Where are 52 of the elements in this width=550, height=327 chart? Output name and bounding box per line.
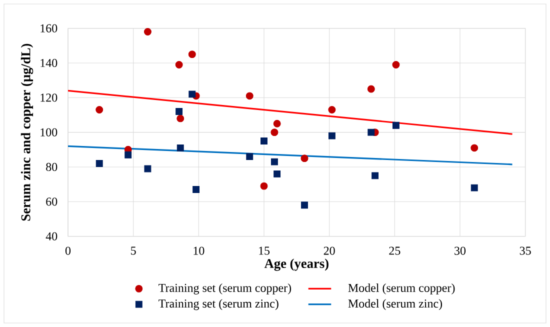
- point: [392, 122, 400, 129]
- point: [96, 106, 104, 114]
- x-tick-label: 0: [65, 246, 71, 255]
- point: [96, 160, 103, 167]
- point: [470, 144, 478, 152]
- point: [300, 154, 308, 162]
- x-tick-label: 5: [131, 246, 136, 255]
- y-tick-label: 60: [46, 198, 58, 206]
- point: [176, 144, 184, 152]
- x-tick-label: 10: [194, 246, 204, 255]
- point: [270, 158, 278, 166]
- point: [273, 120, 281, 128]
- point: [246, 153, 254, 160]
- point: [176, 114, 184, 122]
- point: [188, 90, 196, 98]
- x-tick-label: 15: [259, 246, 270, 255]
- legend-label: Model (serum copper): [348, 284, 455, 294]
- point: [372, 172, 379, 180]
- point: [144, 165, 152, 172]
- y-tick-label: 40: [46, 232, 58, 240]
- point: [328, 132, 336, 140]
- x-tick-label: 25: [389, 246, 400, 255]
- point: [274, 170, 281, 178]
- y-axis-title: Serum zinc and copper (µg/dL): [20, 44, 34, 221]
- point: [175, 60, 183, 68]
- y-tick-label: 80: [46, 162, 58, 172]
- point: [192, 186, 200, 193]
- point: [124, 151, 132, 158]
- point: [144, 28, 152, 36]
- point: [367, 85, 375, 93]
- x-tick-label: 30: [454, 246, 466, 255]
- point: [188, 50, 196, 58]
- y-tick-label: 100: [40, 128, 58, 136]
- legend-label: Training set (serum copper): [158, 284, 292, 294]
- point: [260, 138, 268, 144]
- y-tick-label: 140: [40, 58, 58, 68]
- legend-label: Model (serum zinc): [348, 299, 442, 310]
- point: [470, 184, 478, 192]
- y-tick-label: 120: [40, 94, 58, 102]
- y-tick-label: 160: [40, 24, 58, 32]
- point: [270, 128, 278, 136]
- point: [246, 92, 254, 100]
- point: [392, 60, 400, 68]
- point: [301, 202, 308, 209]
- legend-label: Training set (serum zinc): [158, 299, 278, 310]
- x-axis-title: Age (years): [264, 258, 328, 271]
- point: [368, 128, 375, 136]
- x-tick-label: 20: [324, 246, 335, 255]
- x-tick-label: 35: [520, 246, 531, 255]
- point: [176, 108, 183, 115]
- point: [260, 182, 268, 190]
- point: [328, 106, 336, 114]
